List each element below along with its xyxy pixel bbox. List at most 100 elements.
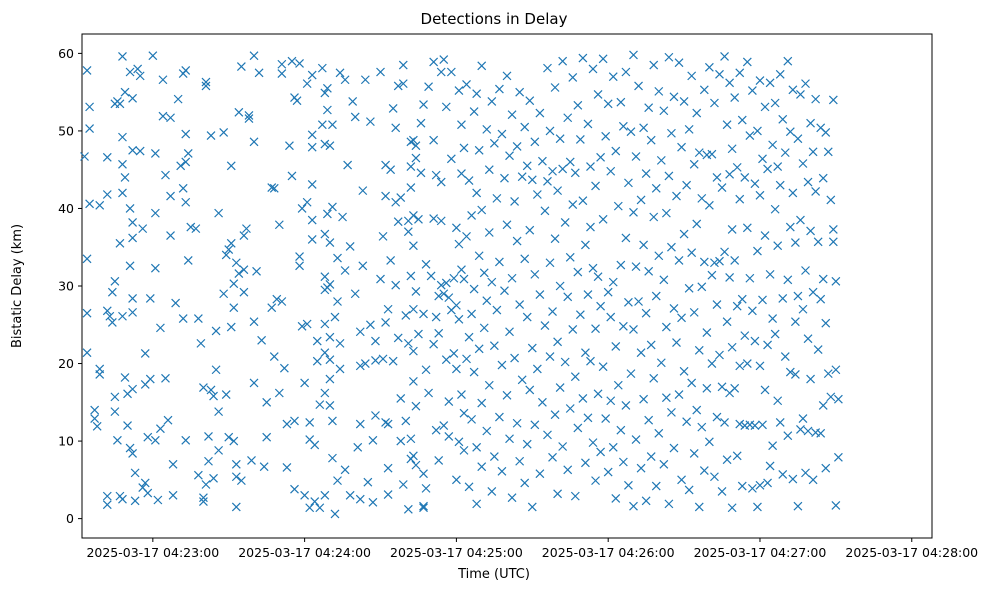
detection-marker [543, 63, 552, 73]
detection-marker [345, 242, 355, 251]
detection-marker [419, 309, 428, 319]
detection-marker [295, 252, 304, 261]
detection-marker [254, 68, 264, 78]
detection-marker [515, 456, 525, 466]
detection-marker [365, 320, 375, 330]
detection-marker [753, 126, 762, 136]
detection-marker [578, 196, 588, 206]
detection-marker [596, 301, 606, 311]
detection-marker [403, 504, 413, 514]
detection-marker [82, 308, 92, 318]
detection-marker [469, 284, 479, 294]
detection-marker [596, 447, 606, 457]
detection-marker [740, 173, 750, 182]
detection-marker [110, 407, 120, 417]
detection-marker [300, 490, 310, 500]
detection-marker [484, 380, 494, 390]
detection-marker [677, 142, 686, 152]
detection-marker [593, 90, 603, 99]
detection-marker [742, 359, 752, 368]
detection-marker [603, 99, 613, 109]
detection-marker [720, 52, 729, 61]
detection-marker [694, 502, 704, 512]
y-tick-label: 50 [58, 123, 74, 138]
x-tick-label: 2025-03-17 04:24:00 [238, 545, 371, 560]
detection-marker [613, 380, 623, 390]
detection-marker [125, 261, 135, 271]
detection-marker [583, 119, 593, 129]
detection-marker [796, 215, 805, 225]
detection-marker [507, 493, 517, 503]
detection-marker [808, 287, 818, 297]
detection-marker [414, 214, 423, 224]
data-series [80, 50, 843, 519]
detection-marker [282, 419, 292, 429]
detection-marker [489, 452, 499, 462]
detection-marker [758, 420, 767, 430]
detection-marker [646, 135, 656, 145]
detection-marker [618, 457, 628, 467]
detection-marker [85, 199, 95, 209]
detection-marker [168, 459, 178, 469]
detection-marker [193, 314, 203, 323]
detection-marker [689, 307, 699, 317]
detection-marker [537, 156, 547, 166]
detection-marker [487, 487, 497, 496]
detection-marker [532, 364, 542, 374]
detection-marker [517, 375, 527, 385]
detection-marker [231, 459, 241, 469]
x-tick-label: 2025-03-17 04:26:00 [542, 545, 675, 560]
detection-marker [153, 495, 163, 505]
detection-marker [753, 246, 762, 256]
detection-marker [573, 100, 583, 110]
detection-marker [82, 348, 92, 358]
detection-marker [477, 398, 487, 408]
detection-marker [626, 127, 636, 137]
detection-marker [118, 52, 127, 61]
detection-marker [439, 289, 449, 299]
detection-marker [555, 134, 565, 144]
detection-marker [522, 161, 532, 171]
detection-marker [166, 113, 175, 123]
detection-marker [715, 256, 724, 266]
detection-marker [398, 79, 408, 89]
detection-marker [454, 86, 464, 96]
detection-marker [598, 362, 608, 372]
detection-marker [586, 222, 595, 232]
detection-marker [679, 366, 689, 376]
detection-marker [775, 180, 785, 190]
detection-marker [790, 369, 800, 379]
detection-marker [118, 188, 127, 198]
detection-marker [201, 480, 211, 489]
detection-marker [158, 111, 168, 121]
detection-marker [472, 188, 482, 198]
detection-marker [408, 451, 418, 461]
detection-marker [462, 231, 471, 241]
detection-marker [348, 97, 358, 106]
detection-marker [378, 354, 388, 364]
detection-marker [694, 345, 704, 355]
detection-marker [269, 183, 279, 193]
detection-marker [593, 389, 603, 399]
detection-marker [532, 190, 542, 199]
detection-marker [178, 183, 188, 193]
detection-marker [545, 258, 555, 268]
detection-marker [290, 416, 299, 426]
detection-marker [808, 475, 818, 485]
detection-marker [823, 369, 833, 379]
detection-marker [616, 97, 626, 107]
detection-marker [783, 431, 793, 441]
detection-marker [527, 502, 537, 512]
detection-marker [737, 294, 747, 304]
detection-marker [312, 356, 322, 366]
detection-marker [798, 414, 808, 424]
detection-marker [540, 206, 550, 216]
detection-marker [408, 241, 418, 251]
detection-marker [806, 226, 815, 236]
detection-marker [833, 452, 843, 462]
detection-marker [277, 59, 287, 69]
detection-marker [419, 503, 428, 513]
detection-marker [568, 200, 578, 210]
detection-marker [333, 253, 342, 263]
detection-marker [247, 456, 256, 465]
